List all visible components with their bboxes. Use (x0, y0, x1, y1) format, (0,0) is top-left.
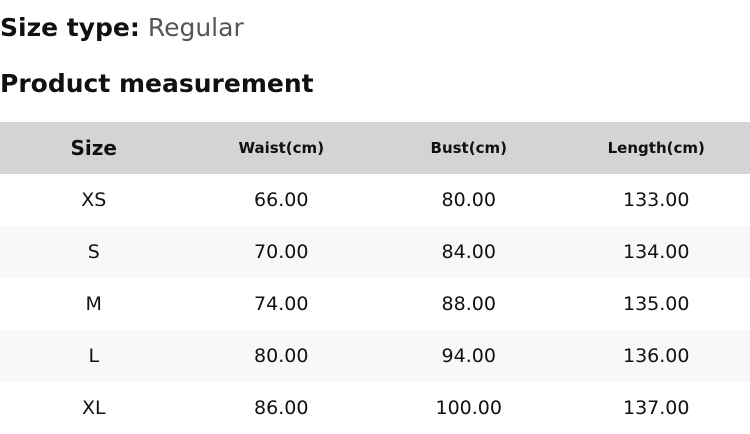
cell-bust: 80.00 (441, 189, 496, 211)
table-row: S 70.00 84.00 134.00 (0, 226, 750, 278)
cell-bust: 94.00 (441, 345, 496, 367)
header-waist: Waist(cm) (238, 139, 325, 157)
table-row: XS 66.00 80.00 133.00 (0, 174, 750, 226)
cell-length: 135.00 (623, 293, 690, 315)
table-row: L 80.00 94.00 136.00 (0, 330, 750, 382)
cell-length: 136.00 (623, 345, 690, 367)
size-type-value: Regular (147, 13, 244, 42)
table-header-row: Size Waist(cm) Bust(cm) Length(cm) (0, 122, 750, 174)
header-size: Size (70, 136, 117, 160)
cell-size: XS (81, 189, 107, 211)
cell-waist: 66.00 (254, 189, 309, 211)
cell-length: 133.00 (623, 189, 690, 211)
cell-waist: 74.00 (254, 293, 309, 315)
cell-length: 134.00 (623, 241, 690, 263)
cell-size: L (88, 345, 100, 367)
size-type: Size type: Regular (0, 12, 244, 44)
cell-size: XL (81, 397, 106, 419)
size-type-label: Size type: (0, 13, 140, 42)
header-bust: Bust(cm) (430, 139, 507, 157)
header-length: Length(cm) (607, 139, 705, 157)
cell-waist: 70.00 (254, 241, 309, 263)
table-row: XL 86.00 100.00 137.00 (0, 382, 750, 434)
cell-bust: 88.00 (441, 293, 496, 315)
section-title: Product measurement (0, 69, 314, 98)
cell-bust: 100.00 (435, 397, 502, 419)
measurement-table: Size Waist(cm) Bust(cm) Length(cm) XS 66.… (0, 122, 750, 434)
cell-waist: 86.00 (254, 397, 309, 419)
cell-waist: 80.00 (254, 345, 309, 367)
cell-length: 137.00 (623, 397, 690, 419)
cell-bust: 84.00 (441, 241, 496, 263)
cell-size: M (85, 293, 102, 315)
cell-size: S (87, 241, 100, 263)
table-row: M 74.00 88.00 135.00 (0, 278, 750, 330)
